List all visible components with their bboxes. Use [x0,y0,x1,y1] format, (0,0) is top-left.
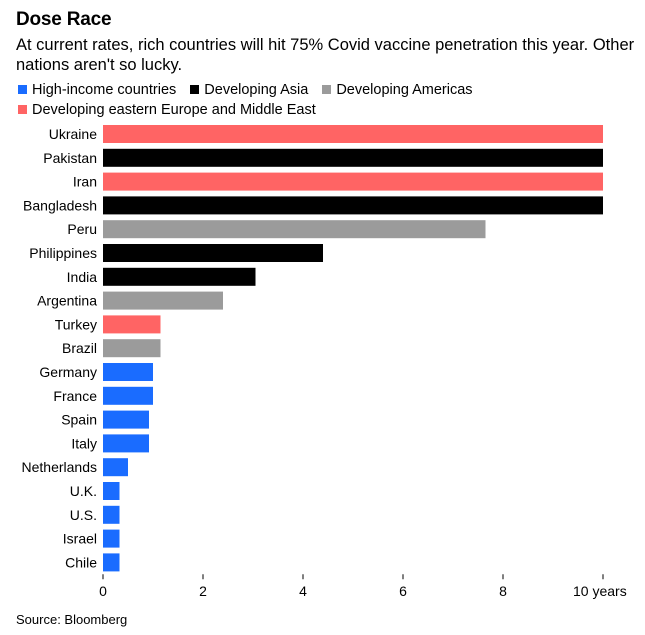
legend-label: Developing Americas [336,82,473,98]
category-label-argentina: Argentina [37,293,97,309]
legend-swatch [322,85,332,94]
legend-label: Developing Asia [204,82,309,98]
bar-iran [103,172,603,191]
bar-u-k [103,482,120,500]
bar-spain [103,410,149,429]
category-label-pakistan: Pakistan [43,150,97,166]
x-tick-label: 10 years [573,583,627,599]
source-note: Source: Bloomberg [16,612,128,627]
legend-label: High-income countries [32,82,177,98]
legend-item-high-income: High-income countries [18,80,176,100]
category-label-italy: Italy [71,435,97,451]
category-label-israel: Israel [63,531,97,547]
bar-italy [103,434,149,453]
x-tick-label: 6 [399,583,407,599]
category-label-philippines: Philippines [29,245,97,261]
x-tick-label: 2 [199,583,207,599]
legend-item-developing-americas: Developing Americas [322,80,473,100]
bar-chart: Ukraine Pakistan Iran Bangladesh Peru Philipp… [22,125,627,599]
category-label-spain: Spain [61,412,97,428]
bar-philippines [103,244,323,262]
bar-chile [103,553,120,572]
category-label-bangladesh: Bangladesh [23,197,97,213]
bar-israel [103,529,120,548]
category-label-turkey: Turkey [55,316,97,332]
bar-brazil [103,339,161,358]
legend-swatch [18,85,27,94]
legend-swatch [190,85,200,94]
legend-item-developing-europe-mideast: Developing eastern Europe and Middle Eas… [18,100,316,120]
bar-india [103,267,256,286]
category-label-netherlands: Netherlands [22,459,98,475]
legend: High-income countries Developing Asia De… [18,80,638,120]
bar-ukraine [103,125,603,143]
bar-france [103,386,153,405]
category-label-ukraine: Ukraine [49,126,97,142]
category-label-u-s: U.S. [70,507,97,523]
category-label-germany: Germany [39,364,97,380]
bar-netherlands [103,458,128,477]
bar-germany [103,363,153,381]
bar-argentina [103,291,223,310]
x-tick-label: 0 [99,583,107,599]
bar-u-s [103,505,120,524]
category-label-peru: Peru [67,221,97,237]
legend-label: Developing eastern Europe and Middle Eas… [32,102,316,118]
x-tick-label: 4 [299,583,307,599]
bar-pakistan [103,148,603,167]
category-label-france: France [53,388,97,404]
bar-turkey [103,315,161,334]
category-label-india: India [67,269,98,285]
category-label-chile: Chile [65,554,97,570]
chart-subtitle: At current rates, rich countries will hi… [16,36,635,74]
bar-bangladesh [103,196,603,215]
category-label-iran: Iran [73,174,97,190]
chart-title: Dose Race [16,9,112,30]
legend-item-developing-asia: Developing Asia [190,80,308,100]
category-label-u-k: U.K. [70,483,97,499]
legend-swatch [18,105,27,114]
bar-peru [103,220,486,239]
category-label-brazil: Brazil [62,340,97,356]
x-tick-label: 8 [499,583,507,599]
